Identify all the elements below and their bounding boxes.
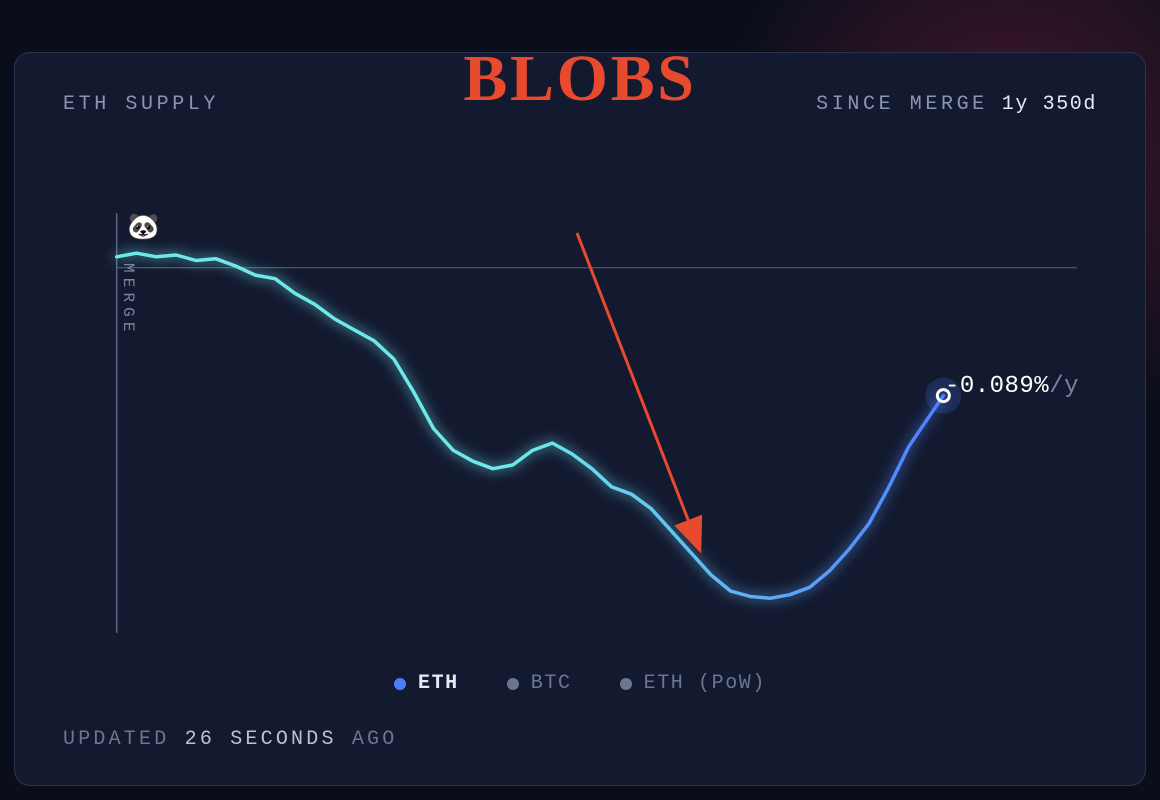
legend-dot-btc: [507, 678, 519, 690]
supply-card: BLOBS ETH SUPPLY SINCE MERGE 1y 350d 🐼 M…: [14, 52, 1146, 786]
merge-marker-icon: 🐼: [127, 215, 159, 241]
legend-item-eth[interactable]: ETH: [394, 672, 459, 695]
legend-label-ethpow: ETH (PoW): [644, 672, 766, 695]
rate-unit: /y: [1049, 373, 1079, 400]
legend: ETH BTC ETH (PoW): [15, 672, 1145, 695]
chart-area: [87, 213, 1077, 633]
legend-dot-eth: [394, 678, 406, 690]
card-title: ETH SUPPLY: [63, 93, 219, 116]
card-header: ETH SUPPLY SINCE MERGE 1y 350d: [63, 93, 1097, 116]
updated-suffix: AGO: [352, 728, 398, 751]
merge-axis-label: MERGE: [119, 263, 137, 337]
rate-value: -0.089%: [945, 373, 1049, 400]
legend-item-btc[interactable]: BTC: [507, 672, 572, 695]
legend-dot-ethpow: [620, 678, 632, 690]
legend-item-ethpow[interactable]: ETH (PoW): [620, 672, 766, 695]
updated-footer: UPDATED 26 SECONDS AGO: [63, 728, 397, 751]
legend-label-btc: BTC: [531, 672, 572, 695]
since-merge: SINCE MERGE 1y 350d: [816, 93, 1097, 116]
since-merge-label: SINCE MERGE: [816, 93, 988, 116]
updated-prefix: UPDATED: [63, 728, 169, 751]
updated-value: 26 SECONDS: [185, 728, 337, 751]
legend-label-eth: ETH: [418, 672, 459, 695]
since-merge-value: 1y 350d: [1002, 93, 1097, 116]
supply-chart: [87, 213, 1077, 633]
rate-label: -0.089%/y: [945, 373, 1079, 400]
